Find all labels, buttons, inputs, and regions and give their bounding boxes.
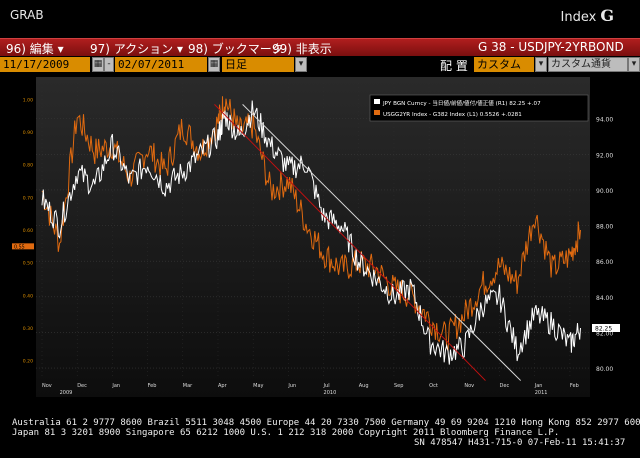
x-axis-tick-label: Jan: [111, 383, 120, 389]
dash-separator: -: [104, 57, 114, 72]
right-axis-tick-label: 82.00: [596, 330, 613, 337]
x-axis-tick-label: May: [253, 383, 263, 389]
x-axis-year-label: 2010: [324, 390, 337, 396]
end-date-field[interactable]: 02/07/2011: [115, 57, 207, 72]
action-menu[interactable]: 97) アクション ▾: [90, 42, 184, 56]
last-value-label-usdjpy: 82.25: [595, 326, 612, 333]
x-axis-tick-label: Jun: [287, 383, 296, 389]
last-value-label-2yr: 0.55: [14, 244, 25, 250]
toolbar: 11/17/2009 ▦ - 02/07/2011 ▦ 日足 ▾ 配 置 カスタ…: [0, 56, 640, 74]
trendline-white[interactable]: [242, 104, 522, 381]
calendar-icon[interactable]: ▦: [208, 57, 220, 72]
x-axis-tick-label: Jul: [323, 383, 330, 389]
x-axis-tick-label: Feb: [148, 383, 157, 389]
last-value-marker-2yr: [12, 243, 34, 250]
currency-select[interactable]: カスタム通貨: [548, 57, 628, 72]
last-value-marker-usdjpy: [592, 324, 620, 332]
x-axis-tick-label: Sep: [394, 383, 403, 389]
right-axis-tick-label: 92.00: [596, 152, 613, 159]
series-line-usdjpy: [41, 100, 581, 365]
menu-bar: 96) 編集 ▾ 97) アクション ▾ 98) ブックマーク 99) 非表示 …: [0, 38, 640, 57]
left-axis-tick-label: 0.50: [23, 261, 33, 267]
right-axis-tick-label: 88.00: [596, 224, 613, 231]
market-sector-label: Index G: [560, 6, 614, 25]
footer: Australia 61 2 9777 8600 Brazil 5511 304…: [0, 418, 640, 458]
top-bar: GRAB Index G: [0, 0, 640, 38]
x-axis-year-label: 2009: [60, 390, 73, 396]
series-line-us2yr: [41, 96, 581, 351]
left-axis-tick-label: 0.70: [23, 195, 33, 201]
left-axis-tick-label: 0.60: [23, 228, 33, 234]
calendar-icon[interactable]: ▦: [92, 57, 104, 72]
x-axis-tick-label: Dec: [77, 383, 87, 389]
legend: JPY BGN Curncy - 当日値/前値/値付/値正値 (R1) 82.2…: [369, 94, 589, 122]
chevron-down-icon[interactable]: ▾: [295, 57, 307, 72]
x-axis-tick-label: Mar: [183, 383, 193, 389]
x-axis-tick-label: Jan: [534, 383, 543, 389]
hide-menu[interactable]: 99) 非表示: [272, 42, 332, 56]
left-axis-tick-label: 0.30: [23, 326, 33, 332]
plot-area: [36, 77, 590, 397]
x-axis-year-label: 2011: [535, 390, 548, 396]
layout-label: 配 置: [440, 59, 468, 73]
footer-line-2: Japan 81 3 3201 8900 Singapore 65 6212 1…: [12, 428, 560, 438]
chevron-down-icon[interactable]: ▾: [535, 57, 547, 72]
legend-swatch-2yr: [374, 110, 380, 115]
left-axis-tick-label: 0.90: [23, 130, 33, 136]
right-axis-tick-label: 86.00: [596, 259, 613, 266]
chevron-down-icon[interactable]: ▾: [628, 57, 640, 72]
price-chart[interactable]: 94.00 92.00 90.00 88.00 86.00 84.00 82.00 80.00…: [12, 77, 640, 414]
trendline-red[interactable]: [214, 104, 486, 381]
x-axis-tick-label: Feb: [570, 383, 579, 389]
right-axis-tick-label: 84.00: [596, 295, 613, 302]
left-axis-tick-label: 1.00: [23, 97, 33, 103]
footer-line-1: Australia 61 2 9777 8600 Brazil 5511 304…: [12, 418, 640, 428]
x-axis-tick-label: Nov: [42, 383, 52, 389]
left-axis-tick-label: 0.20: [23, 359, 33, 365]
x-axis-tick-label: Oct: [429, 383, 438, 389]
app-label: GRAB: [10, 8, 44, 22]
security-title: G 38 - USDJPY-2YRBOND: [478, 40, 624, 54]
x-axis-tick-label: Nov: [464, 383, 474, 389]
left-axis-tick-label: 0.80: [23, 163, 33, 169]
start-date-field[interactable]: 11/17/2009: [0, 57, 90, 72]
legend-swatch-usdjpy: [374, 99, 380, 104]
right-axis-tick-label: 80.00: [596, 366, 613, 373]
x-axis-tick-label: Apr: [218, 383, 228, 389]
period-select[interactable]: 日足: [222, 57, 294, 72]
left-axis-tick-label: 0.40: [23, 293, 33, 299]
layout-select[interactable]: カスタム: [474, 57, 534, 72]
footer-line-3: SN 478547 H431-715-0 07-Feb-11 15:41:37: [414, 438, 626, 448]
bookmark-menu[interactable]: 98) ブックマーク: [188, 42, 284, 56]
x-axis-tick-label: Aug: [359, 383, 369, 389]
legend-entry-usdjpy: JPY BGN Curncy - 当日値/前値/値付/値正値 (R1) 82.2…: [382, 99, 541, 107]
right-axis-tick-label: 90.00: [596, 188, 613, 195]
function-key-label: G: [600, 6, 614, 25]
edit-menu[interactable]: 96) 編集 ▾: [6, 42, 64, 56]
x-axis-tick-label: Dec: [500, 383, 510, 389]
legend-entry-2yr: USGG2YR Index - G382 Index (L1) 0.5526 +…: [383, 112, 522, 118]
right-axis-tick-label: 94.00: [596, 117, 613, 124]
